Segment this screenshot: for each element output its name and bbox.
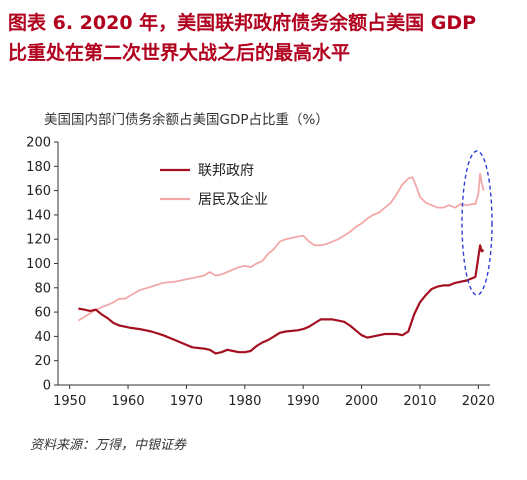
y-tick-label: 120 bbox=[26, 233, 51, 248]
series-line-federal bbox=[78, 244, 485, 355]
y-tick-label: 180 bbox=[26, 160, 51, 175]
x-tick-label: 1970 bbox=[170, 394, 203, 409]
x-tick-label: 2010 bbox=[403, 394, 436, 409]
source-note: 资料来源：万得，中银证券 bbox=[30, 438, 187, 453]
y-tick-label: 40 bbox=[34, 330, 51, 345]
x-tick-label: 1950 bbox=[53, 394, 86, 409]
y-tick-label: 0 bbox=[43, 379, 51, 394]
x-tick-label: 1990 bbox=[287, 394, 320, 409]
legend-label-households: 居民及企业 bbox=[198, 191, 268, 208]
title-line-1: 图表 6. 2020 年，美国联邦政府债务余额占美国 GDP bbox=[8, 12, 477, 34]
title-line-2: 比重处在第二次世界大战之后的最高水平 bbox=[8, 42, 351, 64]
y-tick-label: 160 bbox=[26, 184, 51, 199]
series-layer bbox=[77, 172, 485, 355]
highlight-ellipse-2020 bbox=[461, 150, 493, 296]
y-tick-label: 80 bbox=[34, 281, 51, 296]
series-line-households bbox=[77, 172, 485, 322]
legend-label-federal: 联邦政府 bbox=[198, 163, 254, 179]
y-tick-label: 100 bbox=[26, 257, 51, 272]
y-tick-label: 60 bbox=[34, 306, 51, 321]
x-tick-label: 1960 bbox=[112, 394, 145, 409]
chart-title-block: 图表 6. 2020 年，美国联邦政府债务余额占美国 GDP 比重处在第二次世界… bbox=[8, 8, 520, 68]
annotation-layer bbox=[461, 150, 493, 296]
y-tick-label: 140 bbox=[26, 208, 51, 223]
axes: 0 20 40 60 80 100 120 140 160 180 200 1950 1960 1970 1… bbox=[26, 136, 495, 410]
x-tick-label: 2020 bbox=[462, 394, 495, 409]
x-tick-label: 2000 bbox=[345, 394, 378, 409]
y-tick-label: 20 bbox=[34, 354, 51, 369]
y-tick-label: 200 bbox=[26, 136, 51, 151]
x-tick-label: 1980 bbox=[228, 394, 261, 409]
chart-subtitle: 美国国内部门债务余额占美国GDP占比重（%） bbox=[44, 112, 329, 128]
